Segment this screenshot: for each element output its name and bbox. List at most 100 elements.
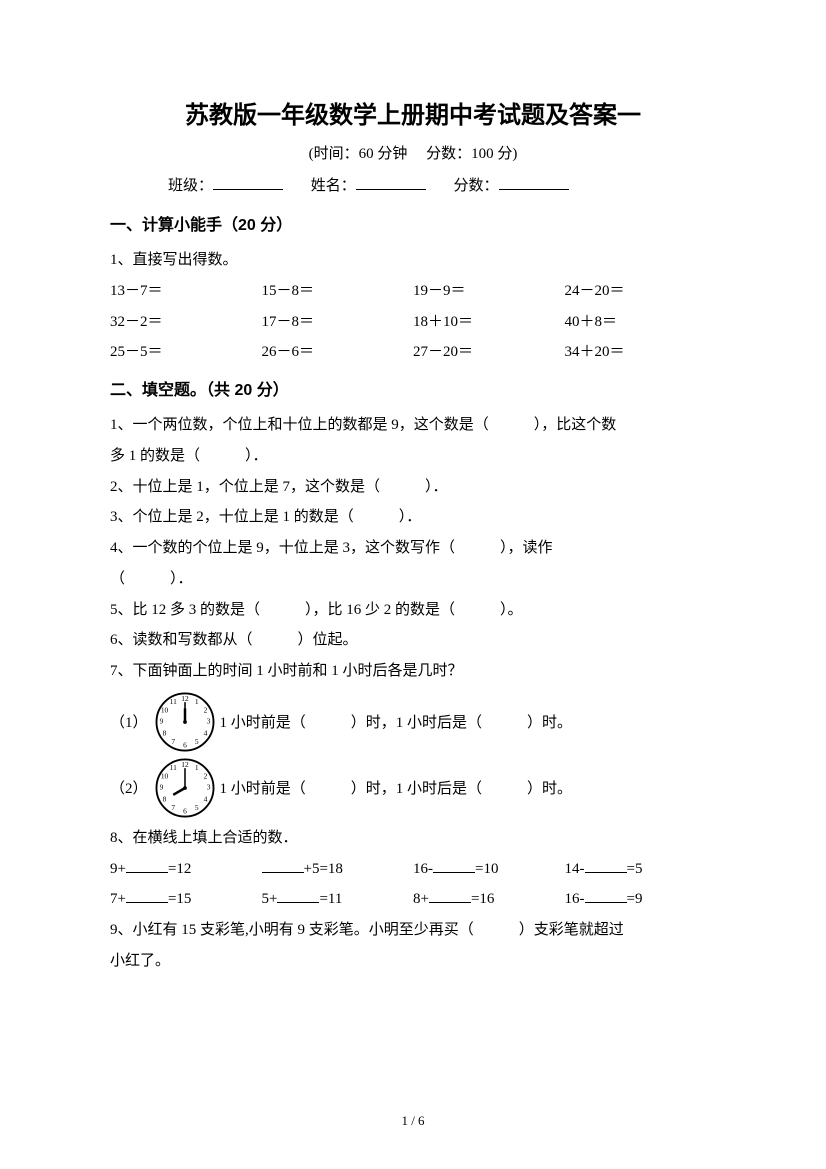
clock-row-1: （1） 1212 345 678 91011 1 小时前是（ ）时，1 小时后是… <box>110 691 716 753</box>
clock1-label: （1） <box>110 711 148 732</box>
clock1-text: 1 小时前是（ ）时，1 小时后是（ ）时。 <box>220 711 573 732</box>
clock-icon-12: 1212 345 678 91011 <box>154 691 216 753</box>
calc-cell: 26－6＝ <box>262 337 414 368</box>
eq-text: +5=18 <box>304 861 343 877</box>
eq-cell: 14-=5 <box>565 854 717 885</box>
svg-text:8: 8 <box>162 794 166 803</box>
eq-text: =10 <box>475 861 498 877</box>
svg-text:6: 6 <box>183 806 187 815</box>
eq-text: 7+ <box>110 891 126 907</box>
svg-text:1: 1 <box>194 763 198 772</box>
clock-row-2: （2） 1212 345 678 91011 1 小时前是（ ）时，1 小时后是… <box>110 757 716 819</box>
svg-text:9: 9 <box>159 716 163 725</box>
page-subtitle: (时间：60 分钟 分数：100 分) <box>110 142 716 163</box>
svg-text:10: 10 <box>160 771 168 780</box>
class-blank[interactable] <box>213 173 283 190</box>
calc-cell: 25－5＝ <box>110 337 262 368</box>
eq-cell: 5+ =11 <box>262 884 414 915</box>
class-label: 班级： <box>168 178 213 194</box>
answer-blank[interactable] <box>262 858 304 873</box>
calc-cell: 32－2＝ <box>110 307 262 338</box>
svg-text:12: 12 <box>181 694 189 703</box>
section1-header: 一、计算小能手（20 分） <box>110 211 716 235</box>
score-label: 分数： <box>454 178 499 194</box>
calc-row-3: 25－5＝ 26－6＝ 27－20＝ 34＋20＝ <box>110 337 716 368</box>
s2q1b: 多 1 的数是（ ）． <box>110 441 716 472</box>
eq-text: 8+ <box>413 891 429 907</box>
eq-text: 16- <box>413 861 433 877</box>
svg-text:1: 1 <box>194 697 198 706</box>
eq-cell: +5=18 <box>262 854 414 885</box>
calc-cell: 18＋10＝ <box>413 307 565 338</box>
section2-header: 二、填空题。（共 20 分） <box>110 376 716 400</box>
page-footer: 1 / 6 <box>0 1113 826 1129</box>
answer-blank[interactable] <box>585 888 627 903</box>
eq-text: =15 <box>168 891 191 907</box>
eq-text: 5+ <box>262 891 278 907</box>
calc-row-2: 32－2＝ 17－8＝ 18＋10＝ 40＋8＝ <box>110 307 716 338</box>
name-label: 姓名： <box>311 178 356 194</box>
eq-text: 9+ <box>110 861 126 877</box>
svg-text:8: 8 <box>162 728 166 737</box>
calc-cell: 34＋20＝ <box>565 337 717 368</box>
s2q5: 5、比 12 多 3 的数是（ ），比 16 少 2 的数是（ ）。 <box>110 595 716 626</box>
student-info-row: 班级： 姓名： 分数： <box>110 173 716 195</box>
eq-cell: 9+ =12 <box>110 854 262 885</box>
answer-blank[interactable] <box>585 858 627 873</box>
s2q4a: 4、一个数的个位上是 9，十位上是 3，这个数写作（ ），读作 <box>110 533 716 564</box>
s2q7: 7、下面钟面上的时间 1 小时前和 1 小时后各是几时？ <box>110 656 716 687</box>
eq-text: 16- <box>565 891 585 907</box>
s2q8: 8、在横线上填上合适的数． <box>110 823 716 854</box>
eq-cell: 16-=9 <box>565 884 717 915</box>
calc-cell: 24－20＝ <box>565 276 717 307</box>
answer-blank[interactable] <box>277 888 319 903</box>
eq-text: =16 <box>471 891 494 907</box>
eq-row-2: 7+ =15 5+ =11 8+ =16 16-=9 <box>110 884 716 915</box>
calc-cell: 19－9＝ <box>413 276 565 307</box>
calc-cell: 15－8＝ <box>262 276 414 307</box>
svg-text:4: 4 <box>203 728 207 737</box>
svg-text:3: 3 <box>206 716 210 725</box>
svg-text:5: 5 <box>194 803 198 812</box>
page-title: 苏教版一年级数学上册期中考试题及答案一 <box>110 95 716 130</box>
svg-text:6: 6 <box>183 740 187 749</box>
s2q1a: 1、一个两位数，个位上和十位上的数都是 9，这个数是（ ），比这个数 <box>110 410 716 441</box>
svg-text:2: 2 <box>203 705 207 714</box>
s2q6: 6、读数和写数都从（ ）位起。 <box>110 625 716 656</box>
eq-text: =11 <box>319 891 342 907</box>
score-blank[interactable] <box>499 173 569 190</box>
answer-blank[interactable] <box>429 888 471 903</box>
svg-text:11: 11 <box>169 763 176 772</box>
svg-text:3: 3 <box>206 782 210 791</box>
svg-text:9: 9 <box>159 782 163 791</box>
calc-row-1: 13－7＝ 15－8＝ 19－9＝ 24－20＝ <box>110 276 716 307</box>
answer-blank[interactable] <box>433 858 475 873</box>
svg-text:12: 12 <box>181 760 189 769</box>
s2q2: 2、十位上是 1，个位上是 7，这个数是（ ）． <box>110 472 716 503</box>
clock2-label: （2） <box>110 777 148 798</box>
name-blank[interactable] <box>356 173 426 190</box>
svg-text:5: 5 <box>194 737 198 746</box>
eq-text: 14- <box>565 861 585 877</box>
s1q1-label: 1、直接写出得数。 <box>110 245 716 276</box>
s2q3: 3、个位上是 2，十位上是 1 的数是（ ）． <box>110 502 716 533</box>
clock2-text: 1 小时前是（ ）时，1 小时后是（ ）时。 <box>220 777 573 798</box>
svg-text:11: 11 <box>169 697 176 706</box>
eq-row-1: 9+ =12 +5=18 16- =10 14-=5 <box>110 854 716 885</box>
calc-cell: 27－20＝ <box>413 337 565 368</box>
s2q9a: 9、小红有 15 支彩笔,小明有 9 支彩笔。小明至少再买（ ）支彩笔就超过 <box>110 915 716 946</box>
calc-cell: 17－8＝ <box>262 307 414 338</box>
svg-text:7: 7 <box>171 737 175 746</box>
exam-page: 苏教版一年级数学上册期中考试题及答案一 (时间：60 分钟 分数：100 分) … <box>0 0 826 1169</box>
calc-cell: 40＋8＝ <box>565 307 717 338</box>
s2q4b: （ ）． <box>110 564 716 595</box>
svg-text:7: 7 <box>171 803 175 812</box>
eq-text: =12 <box>168 861 191 877</box>
clock-icon-8: 1212 345 678 91011 <box>154 757 216 819</box>
s2q9b: 小红了。 <box>110 946 716 977</box>
answer-blank[interactable] <box>126 888 168 903</box>
svg-text:4: 4 <box>203 794 207 803</box>
svg-text:2: 2 <box>203 771 207 780</box>
answer-blank[interactable] <box>126 858 168 873</box>
svg-text:10: 10 <box>160 705 168 714</box>
